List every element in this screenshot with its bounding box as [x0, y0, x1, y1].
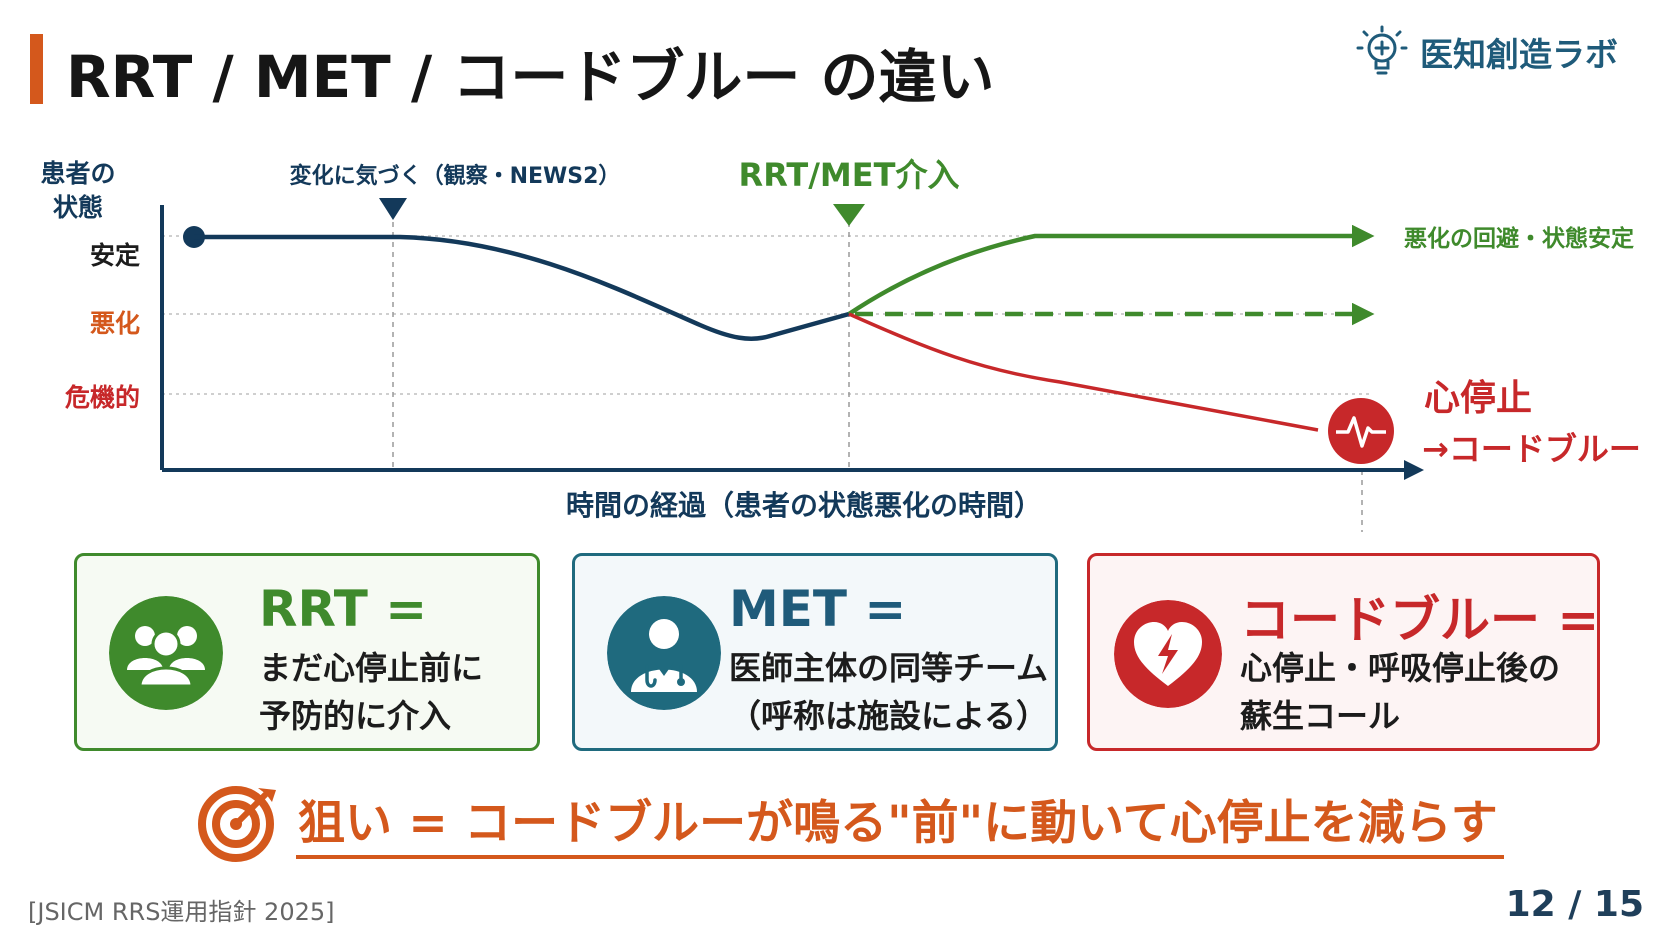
met-card-line2: （呼称は施設による）	[729, 697, 1049, 735]
ecg-pulse-mark	[1336, 416, 1386, 448]
y-axis-label: 患者の	[40, 159, 115, 188]
level-label-critical: 危機的	[65, 383, 140, 412]
rrt-card-text: まだ心停止前に 予防的に介入	[259, 644, 483, 740]
lightbulb-cross-icon	[1356, 25, 1408, 75]
page-title: RRT / MET / コードブルー の違い	[66, 43, 995, 111]
outcome-bad-label: 心停止	[1424, 378, 1532, 419]
doctor-icon	[607, 596, 721, 710]
source-citation: [JSICM RRS運用指針 2025]	[28, 898, 335, 926]
rrt-card-line1: まだ心停止前に	[259, 649, 484, 687]
outcome-good-label: 悪化の回避・状態安定	[1404, 225, 1634, 252]
no-intervention-bad-path	[848, 312, 1319, 432]
brand-name: 医知創造ラボ	[1420, 35, 1618, 74]
met-card: MET = 医師主体の同等チーム （呼称は施設による）	[572, 553, 1058, 751]
title-accent-bar	[30, 34, 43, 104]
level-label-worsening: 悪化	[90, 309, 140, 338]
x-axis-label: 時間の経過（患者の状態悪化の時間）	[566, 489, 1042, 522]
intervention-marker-triangle	[833, 204, 865, 226]
notice-marker-triangle	[379, 198, 407, 220]
code-blue-card-text: 心停止・呼吸停止後の 蘇生コール	[1240, 644, 1560, 740]
page-number: 12 / 15	[1505, 884, 1644, 925]
rrt-card-line2: 予防的に介入	[259, 697, 452, 735]
heart-lightning-icon	[1114, 600, 1222, 708]
code-blue-card: コードブルー = 心停止・呼吸停止後の 蘇生コール	[1087, 553, 1600, 751]
rrt-card-title: RRT =	[259, 580, 428, 638]
intervention-marker-label: RRT/MET介入	[739, 156, 960, 194]
code-blue-card-line2: 蘇生コール	[1240, 697, 1401, 735]
code-blue-card-line1: 心停止・呼吸停止後の	[1240, 649, 1561, 687]
target-icon	[198, 786, 276, 862]
brand-logo: 医知創造ラボ	[1352, 22, 1618, 82]
outcome-bad-label-2: →コードブルー	[1422, 430, 1641, 468]
met-card-title: MET =	[729, 580, 907, 638]
level-label-stable: 安定	[90, 241, 140, 270]
team-icon	[109, 596, 223, 710]
met-card-line1: 医師主体の同等チーム	[729, 649, 1049, 687]
heart-monitor-icon	[1328, 398, 1394, 464]
deterioration-timeline-diagram: 患者の 状態 安定 悪化 危機的 変化に気づく（観察・NEWS2） RRT/ME…	[40, 156, 1641, 532]
rrt-card: RRT = まだ心停止前に 予防的に介入	[74, 553, 540, 751]
goal-statement: 狙い = コードブルーが鳴る"前"に動いて心停止を減らす	[298, 796, 1498, 851]
met-card-text: 医師主体の同等チーム （呼称は施設による）	[729, 644, 1048, 740]
intervention-good-path	[847, 224, 1375, 316]
patient-trajectory-line	[194, 234, 850, 341]
y-axis-label-2: 状態	[53, 193, 103, 222]
goal-icon-wrap	[196, 782, 280, 862]
notice-marker-label: 変化に気づく（観察・NEWS2）	[290, 163, 621, 189]
goal-underline	[296, 855, 1504, 859]
code-blue-card-title: コードブルー =	[1240, 591, 1600, 649]
